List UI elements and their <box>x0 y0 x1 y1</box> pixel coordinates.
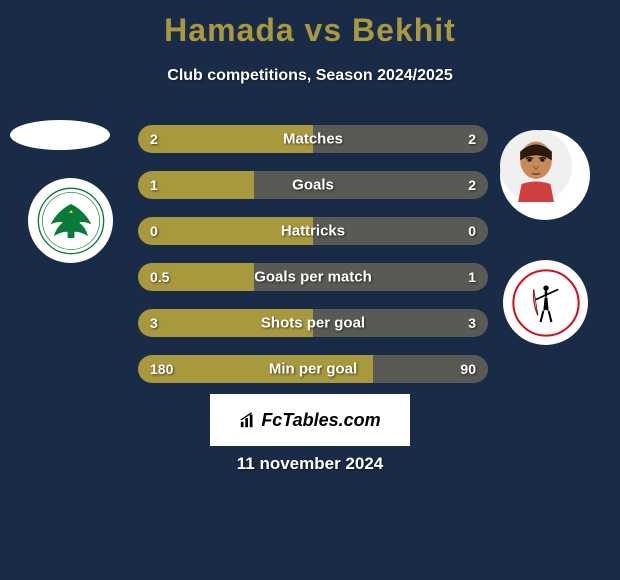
stat-value-right: 3 <box>468 315 476 331</box>
date-label: 11 november 2024 <box>0 454 620 474</box>
player2-photo <box>500 130 590 220</box>
stat-value-right: 2 <box>468 177 476 193</box>
stat-bar-right <box>254 171 489 199</box>
stat-label: Goals <box>292 177 334 194</box>
stat-row: Min per goal 180 90 <box>138 355 488 383</box>
stat-row: Shots per goal 3 3 <box>138 309 488 337</box>
subtitle: Club competitions, Season 2024/2025 <box>0 67 620 85</box>
stat-value-right: 1 <box>468 269 476 285</box>
stat-value-left: 3 <box>150 315 158 331</box>
watermark-label: FcTables.com <box>239 410 380 431</box>
stat-value-left: 1 <box>150 177 158 193</box>
page-title: Hamada vs Bekhit <box>0 0 620 49</box>
stat-value-left: 2 <box>150 131 158 147</box>
face-icon <box>500 130 572 202</box>
archer-icon <box>512 269 580 337</box>
player1-photo <box>10 120 110 150</box>
stat-value-left: 0 <box>150 223 158 239</box>
stat-value-right: 2 <box>468 131 476 147</box>
stat-label: Hattricks <box>281 223 345 240</box>
watermark: FcTables.com <box>210 394 410 446</box>
stats-bars: Matches 2 2 Goals 1 2 Hattricks 0 0 Goals per mat… <box>138 125 488 401</box>
stat-row: Matches 2 2 <box>138 125 488 153</box>
stat-label: Min per goal <box>269 361 357 378</box>
player2-club-logo <box>503 260 588 345</box>
stat-label: Shots per goal <box>261 315 365 332</box>
stat-label: Matches <box>283 131 343 148</box>
stat-value-left: 0.5 <box>150 269 169 285</box>
stat-value-right: 90 <box>460 361 476 377</box>
watermark-text: FcTables.com <box>261 410 380 431</box>
stat-value-right: 0 <box>468 223 476 239</box>
chart-icon <box>239 411 257 429</box>
player1-club-logo <box>28 178 113 263</box>
stat-row: Goals 1 2 <box>138 171 488 199</box>
comparison-infographic: Hamada vs Bekhit Club competitions, Seas… <box>0 0 620 580</box>
stat-label: Goals per match <box>254 269 372 286</box>
stat-row: Goals per match 0.5 1 <box>138 263 488 291</box>
stat-value-left: 180 <box>150 361 173 377</box>
stat-row: Hattricks 0 0 <box>138 217 488 245</box>
eagle-icon <box>37 187 105 255</box>
